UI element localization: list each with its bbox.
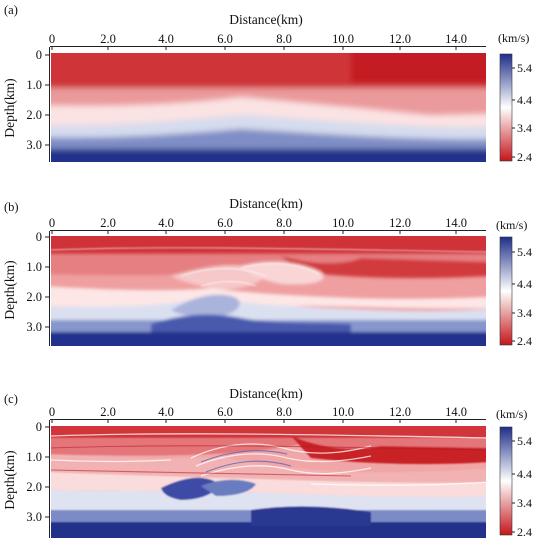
y-tick-label: 3.0 [26,138,42,152]
x-tick-label: 14.0 [445,216,467,230]
colorbar-tick-label: 4.4 [517,467,532,481]
x-tick-label: 12.0 [389,32,411,46]
x-tick-label: 8.0 [276,405,292,419]
colorbar-unit: (km/s) [498,31,529,45]
panel-c: (c) Distance(km) 0 2.0 4.0 6.0 8.0 10.0 … [2,386,532,539]
x-tick-label: 2.0 [100,32,116,46]
x-axis-title: Distance(km) [229,196,302,211]
colorbar-tick-label: 5.4 [517,245,532,259]
x-ticks [51,230,457,234]
y-tick-label: 3.0 [26,320,42,334]
x-tick-label: 0 [49,405,55,419]
x-tick-label: 12.0 [389,216,411,230]
y-tick-label: 0 [36,48,42,62]
x-tick-label: 14.0 [445,32,467,46]
y-tick-label: 3.0 [26,510,42,524]
x-tick-label: 2.0 [100,405,116,419]
x-tick-label: 8.0 [276,32,292,46]
y-ticks [45,236,50,328]
y-tick-label: 2.0 [26,480,42,494]
colorbar [499,53,515,162]
colorbar-tick-label: 3.4 [517,496,532,510]
y-axis-title: Depth(km) [2,78,17,137]
y-tick-label: 1.0 [26,260,42,274]
y-tick-label: 1.0 [26,450,42,464]
x-tick-label: 8.0 [276,216,292,230]
x-tick-label: 10.0 [332,216,354,230]
velocity-model-image [51,53,486,162]
panel-b: (b) Distance(km) 0 2.0 4.0 6.0 8.0 10.0 … [2,196,532,348]
y-ticks [45,54,50,146]
colorbar-tick-label: 5.4 [517,434,532,448]
colorbar-tick-label: 3.4 [517,121,532,135]
y-axis-title: Depth(km) [2,450,17,509]
x-tick-label: 4.0 [158,216,174,230]
x-tick-label: 0 [49,216,55,230]
panel-tag: (c) [4,392,18,406]
y-tick-label: 2.0 [26,108,42,122]
x-axis-title: Distance(km) [229,386,302,401]
colorbar-tick-label: 2.4 [517,525,532,539]
panel-tag: (b) [4,200,19,214]
panel-a: (a) Distance(km) 0 2.0 4.0 6.0 8.0 10.0 … [2,3,532,164]
colorbar-tick-label: 2.4 [517,334,532,348]
x-tick-label: 12.0 [389,405,411,419]
x-tick-label: 10.0 [332,32,354,46]
x-tick-label: 2.0 [100,216,116,230]
velocity-model-image [51,236,486,346]
x-tick-label: 0 [49,32,55,46]
panel-tag: (a) [4,3,18,17]
colorbar-tick-label: 5.4 [517,61,532,75]
y-axis-title: Depth(km) [2,260,17,319]
velocity-model-image [51,426,486,538]
colorbar-tick-label: 4.4 [517,277,532,291]
colorbar-tick-label: 2.4 [517,150,532,164]
y-tick-label: 2.0 [26,290,42,304]
y-tick-label: 1.0 [26,78,42,92]
x-tick-label: 6.0 [217,405,233,419]
y-tick-label: 0 [36,230,42,244]
x-tick-label: 10.0 [332,405,354,419]
x-axis-title: Distance(km) [229,12,302,27]
x-tick-label: 6.0 [217,32,233,46]
colorbar-tick-label: 3.4 [517,306,532,320]
y-ticks [45,426,50,518]
colorbar-unit: (km/s) [496,407,527,421]
x-tick-label: 6.0 [217,216,233,230]
y-tick-label: 0 [36,420,42,434]
x-tick-label: 4.0 [158,405,174,419]
x-tick-label: 4.0 [158,32,174,46]
colorbar-unit: (km/s) [496,218,527,232]
colorbar [499,426,515,536]
x-tick-label: 14.0 [445,405,467,419]
colorbar [499,236,515,346]
colorbar-tick-label: 4.4 [517,93,532,107]
x-ticks [51,46,457,50]
x-ticks [51,419,457,423]
